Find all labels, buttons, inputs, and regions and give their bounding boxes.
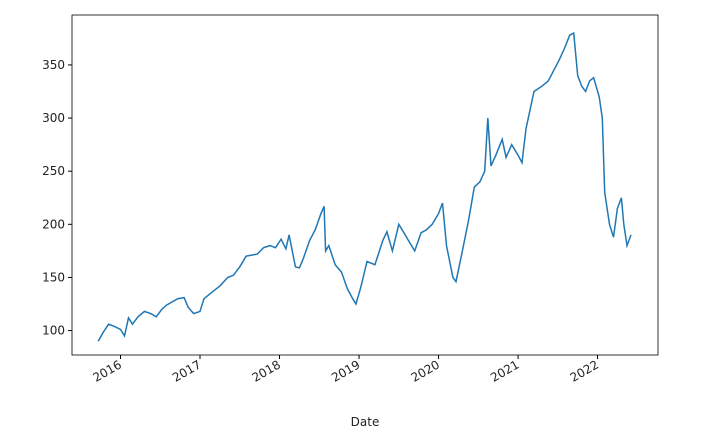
y-tick-label: 250 bbox=[42, 164, 65, 178]
y-tick-label: 350 bbox=[42, 58, 65, 72]
x-tick-label: 2019 bbox=[329, 357, 362, 384]
x-tick-label: 2016 bbox=[91, 357, 124, 384]
line bbox=[97, 31, 632, 342]
x-tick-label: 2017 bbox=[170, 357, 203, 384]
y-tick-label: 200 bbox=[42, 217, 65, 231]
x-tick-label: 2020 bbox=[409, 357, 442, 384]
x-axis-label: Date bbox=[351, 415, 380, 429]
x-tick-label: 2022 bbox=[568, 357, 601, 384]
y-tick-label: 100 bbox=[42, 324, 65, 338]
y-tick-label: 300 bbox=[42, 111, 65, 125]
x-tick-label: 2018 bbox=[250, 357, 283, 384]
x-tick-label: 2021 bbox=[488, 357, 521, 384]
y-tick-label: 150 bbox=[42, 270, 65, 284]
plot-frame bbox=[71, 14, 659, 356]
